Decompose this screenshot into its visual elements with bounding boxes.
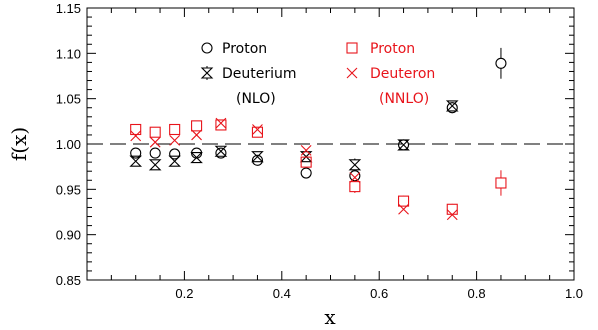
- series-deuteron-nnlo: [130, 117, 458, 221]
- legend-label-deuteron-nnlo: Deuteron: [370, 66, 435, 82]
- data-point: [169, 123, 181, 136]
- legend-label-deuterium-nlo: Deuterium: [222, 66, 297, 82]
- data-point: [149, 126, 161, 138]
- data-point: [446, 209, 458, 221]
- y-tick-label: 1.05: [56, 92, 81, 107]
- y-tick-label: 0.85: [56, 273, 81, 288]
- data-point: [495, 170, 507, 196]
- data-point: [445, 100, 459, 112]
- data-point: [190, 152, 203, 164]
- legend-marker-proton-nnlo: [346, 42, 358, 54]
- data-point: [349, 180, 361, 193]
- legend-nlo-group: Proton Deuterium (NLO): [200, 41, 297, 107]
- legend-marker-proton-nlo: [201, 42, 213, 54]
- series-proton-nlo: [130, 47, 507, 182]
- data-point: [300, 167, 312, 179]
- x-tick-label: 1.0: [565, 286, 583, 301]
- data-point: [446, 203, 458, 215]
- y-tick-label: 1.10: [56, 46, 81, 61]
- data-point: [130, 130, 142, 142]
- legend-label-proton-nlo: Proton: [222, 41, 267, 57]
- data-point: [251, 126, 263, 138]
- data-point: [348, 158, 362, 172]
- data-point: [397, 139, 410, 151]
- data-point: [300, 156, 312, 168]
- legend: Proton Deuterium (NLO) Proton Deuteron (…: [200, 41, 435, 107]
- y-tick-label: 0.90: [56, 228, 81, 243]
- data-point: [252, 124, 263, 135]
- x-tick-label: 0.6: [370, 286, 388, 301]
- legend-group-label-nnlo: (NNLO): [379, 91, 429, 107]
- data-point: [495, 47, 507, 79]
- data-point: [397, 195, 410, 207]
- x-tick-labels: 0.2 0.4 0.6 0.8 1.0: [175, 286, 583, 301]
- data-point: [129, 155, 143, 167]
- data-point: [168, 155, 181, 167]
- y-axis-title: f(x): [7, 127, 31, 161]
- series-proton-nnlo: [130, 119, 507, 215]
- y-tick-label: 1.00: [56, 137, 81, 152]
- x-tick-label: 0.4: [273, 286, 291, 301]
- data-point: [130, 147, 142, 159]
- y-tick-label: 1.15: [56, 1, 81, 16]
- legend-marker-deuterium-nlo: [200, 66, 214, 80]
- data-point: [251, 151, 264, 163]
- y-tick-labels: 0.85 0.90 0.95 1.00 1.05 1.10 1.15: [56, 1, 81, 288]
- data-point: [349, 172, 361, 183]
- data-point: [215, 147, 227, 159]
- data-point: [300, 144, 312, 156]
- data-point: [215, 117, 227, 129]
- data-markers: [129, 47, 507, 221]
- x-tick-label: 0.8: [468, 286, 486, 301]
- data-point: [398, 203, 409, 215]
- data-point: [149, 136, 161, 148]
- data-point: [149, 147, 161, 159]
- axis-ticks: [87, 8, 575, 280]
- data-point: [446, 102, 458, 114]
- data-point: [191, 129, 202, 141]
- legend-label-proton-nnlo: Proton: [370, 41, 415, 57]
- x-tick-label: 0.2: [175, 286, 193, 301]
- data-point: [215, 119, 227, 131]
- data-point: [191, 120, 203, 132]
- data-point: [169, 134, 181, 146]
- legend-group-label-nlo: (NLO): [236, 91, 276, 107]
- data-point: [349, 170, 361, 182]
- data-point: [130, 123, 142, 136]
- data-point: [251, 154, 264, 166]
- legend-nnlo-group: Proton Deuteron (NNLO): [346, 41, 435, 107]
- data-point: [169, 148, 181, 160]
- series-deuterium-nlo: [129, 100, 459, 172]
- x-axis-title: x: [324, 305, 336, 329]
- y-tick-label: 0.95: [56, 182, 81, 197]
- data-point: [214, 145, 228, 157]
- legend-marker-deuteron-nnlo: [346, 67, 358, 79]
- data-point: [148, 159, 162, 171]
